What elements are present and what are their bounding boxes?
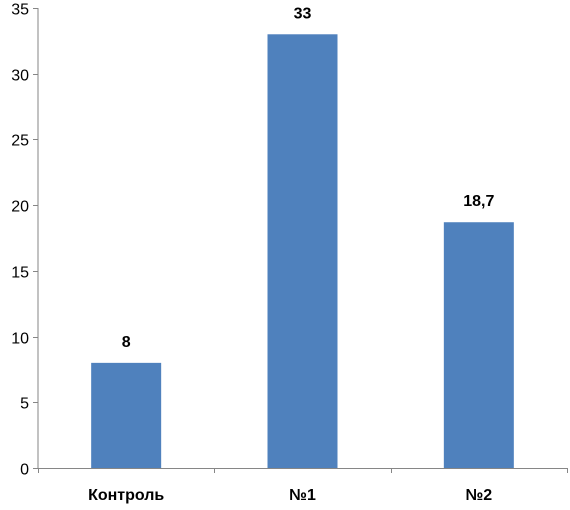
y-tick-label: 20 (11, 199, 29, 216)
y-axis: 0 5 10 15 20 25 30 35 (11, 2, 39, 479)
x-category-label: №2 (465, 487, 492, 504)
bar (91, 362, 162, 468)
data-labels: 8 33 18,7 (122, 5, 495, 351)
y-tick-label: 0 (20, 462, 29, 479)
y-tick-label: 5 (20, 396, 29, 413)
y-tick-label: 10 (11, 331, 29, 348)
x-axis: Контроль №1 №2 (33, 468, 568, 504)
bar (443, 222, 514, 468)
bar-value-label: 33 (294, 5, 312, 22)
y-tick-label: 30 (11, 68, 29, 85)
x-category-label: №1 (289, 487, 316, 504)
y-tick-label: 15 (11, 265, 29, 282)
bars (91, 34, 514, 469)
y-tick-label: 25 (11, 133, 29, 150)
bar-value-label: 18,7 (463, 193, 494, 210)
y-tick-label: 35 (11, 2, 29, 19)
bar (267, 34, 338, 469)
x-category-label: Контроль (88, 487, 164, 504)
bar-value-label: 8 (122, 334, 131, 351)
